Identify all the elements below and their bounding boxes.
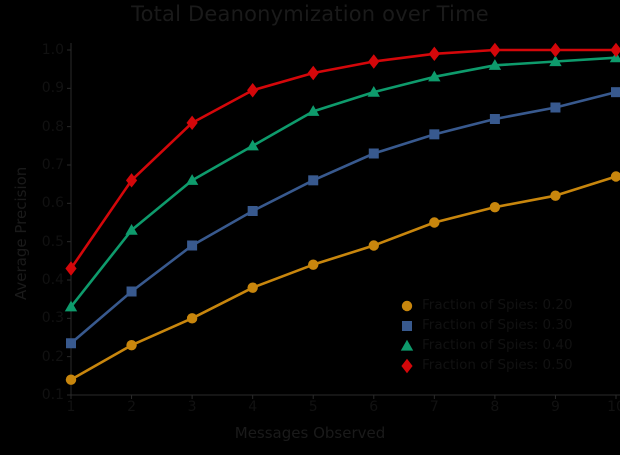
x-tick-label: 2 — [127, 399, 136, 415]
data-point-marker — [368, 54, 380, 69]
data-point-marker — [126, 339, 137, 351]
legend-marker-1 — [402, 321, 412, 331]
data-point-marker — [489, 42, 501, 58]
legend-label[interactable]: Fraction of Spies: 0.30 — [422, 317, 573, 333]
data-point-marker — [401, 300, 413, 312]
data-point-marker — [125, 223, 138, 235]
x-tick-label: 1 — [66, 399, 76, 415]
data-point-marker — [428, 70, 441, 82]
data-point-marker — [247, 83, 259, 98]
data-point-marker — [247, 206, 258, 216]
x-tick-label: 7 — [429, 399, 439, 415]
data-point-marker — [428, 46, 440, 62]
chart-title: Total Deanonymization over Time — [131, 2, 489, 26]
data-point-marker — [65, 261, 77, 276]
data-point-marker — [308, 259, 319, 270]
x-tick-label: 6 — [369, 399, 379, 415]
data-point-marker — [401, 358, 413, 374]
legend-label[interactable]: Fraction of Spies: 0.50 — [422, 357, 573, 373]
data-point-marker — [550, 190, 561, 201]
series-line — [69, 175, 618, 381]
x-tick-label: 9 — [550, 399, 560, 415]
y-tick-label: 0.4 — [41, 272, 64, 288]
series-0 — [65, 171, 620, 385]
data-point-marker — [549, 42, 562, 58]
x-tick-label: 8 — [490, 399, 500, 415]
data-point-marker — [402, 321, 412, 331]
series-3 — [65, 42, 620, 276]
series-line — [69, 56, 618, 309]
data-point-marker — [186, 313, 198, 324]
x-tick-label: 10 — [607, 399, 620, 415]
series-line — [69, 90, 618, 345]
legend-marker-2 — [400, 339, 414, 351]
y-tick-label: 0.2 — [41, 348, 64, 365]
y-tick-label: 1.0 — [41, 42, 64, 58]
y-tick-label: 0.3 — [41, 310, 64, 327]
y-axis-tick-labels: 0.1 0.2 0.3 0.4 0.5 0.6 0.7 0.8 0.9 1.0 — [24, 0, 64, 455]
legend-label[interactable]: Fraction of Spies: 0.20 — [422, 297, 573, 313]
data-point-marker — [368, 148, 379, 159]
data-point-marker — [125, 173, 138, 188]
data-point-marker — [247, 282, 258, 293]
data-point-marker — [549, 55, 562, 67]
legend-marker-0 — [401, 300, 413, 312]
data-point-marker — [187, 240, 198, 251]
data-point-marker — [368, 240, 379, 251]
data-point-marker — [429, 129, 440, 140]
x-tick-label: 4 — [248, 399, 258, 415]
data-point-marker — [489, 201, 501, 213]
data-point-marker — [185, 174, 199, 185]
data-point-marker — [126, 286, 137, 297]
y-tick-label: 0.8 — [41, 118, 64, 135]
legend-label[interactable]: Fraction of Spies: 0.40 — [422, 337, 573, 353]
x-tick-label: 3 — [187, 399, 197, 415]
legend-marker-3 — [401, 358, 413, 374]
data-point-marker — [611, 87, 620, 98]
data-point-marker — [308, 175, 319, 186]
series-2 — [64, 51, 620, 312]
data-point-marker — [550, 102, 561, 113]
data-point-marker — [488, 59, 502, 70]
data-point-marker — [66, 338, 76, 349]
data-point-marker — [367, 85, 380, 97]
x-axis-label: Messages Observed — [234, 424, 386, 442]
data-point-marker — [489, 114, 500, 124]
series-1 — [66, 87, 620, 349]
data-point-marker — [186, 115, 198, 131]
series-line — [69, 48, 618, 270]
data-point-marker — [307, 105, 320, 116]
y-tick-label: 0.6 — [41, 195, 64, 212]
y-tick-label: 0.9 — [41, 80, 64, 97]
data-point-marker — [610, 42, 620, 58]
x-tick-label: 5 — [308, 399, 318, 415]
data-point-marker — [610, 171, 620, 182]
data-point-marker — [65, 374, 77, 385]
y-tick-label: 0.7 — [41, 157, 64, 173]
data-point-marker — [400, 339, 414, 351]
y-tick-label: 0.1 — [41, 387, 64, 403]
data-point-marker — [307, 65, 319, 81]
data-point-marker — [429, 217, 440, 228]
data-point-marker — [246, 139, 259, 151]
data-point-marker — [64, 300, 78, 312]
y-tick-label: 0.5 — [41, 233, 64, 250]
